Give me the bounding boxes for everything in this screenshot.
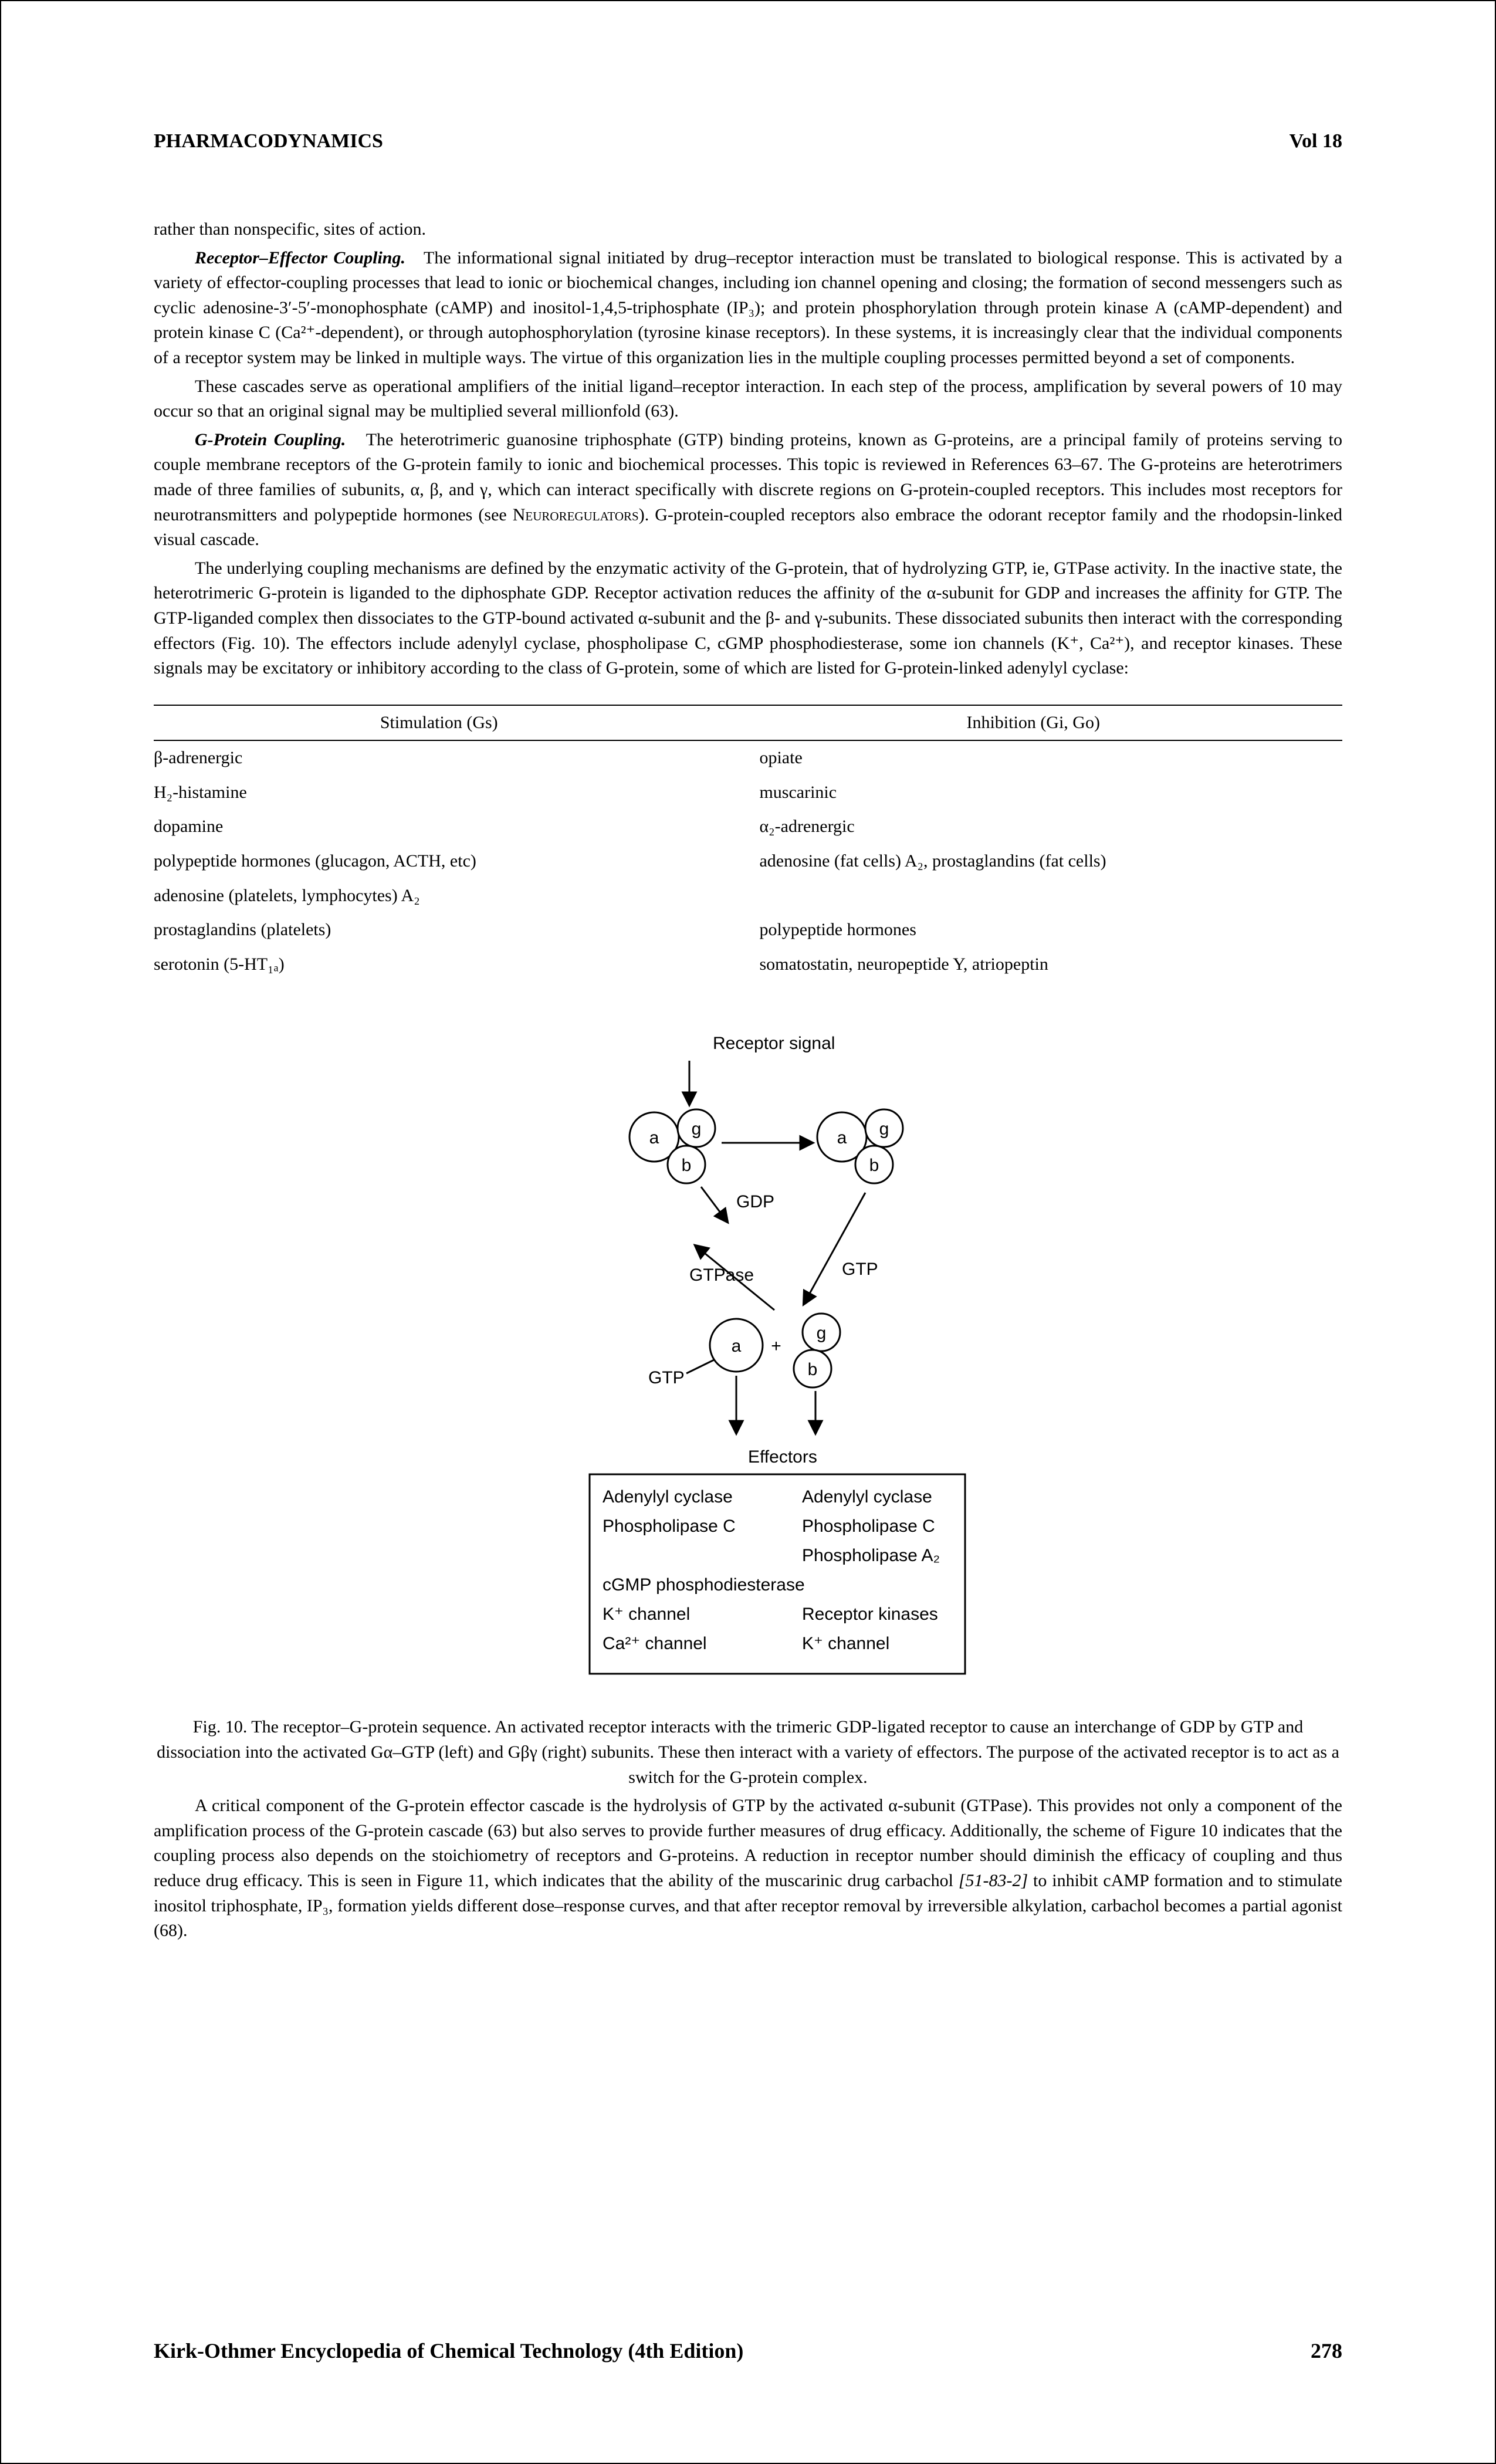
svg-text:Adenylyl cyclase: Adenylyl cyclase — [802, 1487, 932, 1507]
running-head: PHARMACODYNAMICS Vol 18 — [154, 130, 1342, 153]
beta-gamma: g b — [794, 1314, 840, 1387]
figure-caption: Fig. 10. The receptor–G-protein sequence… — [154, 1715, 1342, 1790]
svg-text:b: b — [869, 1156, 879, 1175]
fig-plus: + — [771, 1336, 781, 1356]
sec1-title: Receptor–Effector Coupling. — [195, 248, 405, 268]
sec2-title: G-Protein Coupling. — [195, 430, 346, 449]
table-row: polypeptide hormones (glucagon, ACTH, et… — [154, 844, 1342, 879]
fig-gtp-right: GTP — [842, 1260, 878, 1279]
footer: Kirk-Othmer Encyclopedia of Chemical Tec… — [154, 2338, 1342, 2363]
figure-10: Receptor signal a g b a g — [425, 1028, 1071, 1697]
footer-page: 278 — [1311, 2338, 1342, 2363]
sec1-p2: These cascades serve as operational ampl… — [154, 374, 1342, 424]
svg-text:Receptor kinases: Receptor kinases — [802, 1605, 938, 1624]
svg-text:Phospholipase C: Phospholipase C — [802, 1517, 935, 1536]
svg-text:g: g — [879, 1119, 889, 1139]
svg-text:g: g — [817, 1324, 827, 1343]
fig-receptor-signal: Receptor signal — [713, 1034, 835, 1053]
g-protein-table: Stimulation (Gs) Inhibition (Gi, Go) β-a… — [154, 705, 1342, 982]
table-row: adenosine (platelets, lymphocytes) A₂ — [154, 879, 1342, 913]
alpha-gtp: a — [710, 1319, 763, 1372]
fig-effectors: Effectors — [748, 1447, 817, 1467]
header-left: PHARMACODYNAMICS — [154, 130, 383, 153]
sec2: G-Protein Coupling. The heterotrimeric g… — [154, 428, 1342, 553]
table-row: prostaglandins (platelets)polypeptide ho… — [154, 913, 1342, 947]
header-right: Vol 18 — [1289, 130, 1342, 153]
fig-gtp-left: GTP — [648, 1368, 685, 1387]
trimer-right: a g b — [817, 1109, 903, 1183]
svg-text:Phospholipase A₂: Phospholipase A₂ — [802, 1546, 940, 1565]
body-text: rather than nonspecific, sites of action… — [154, 217, 1342, 1944]
lead-fragment: rather than nonspecific, sites of action… — [154, 217, 1342, 242]
table-row: β-adrenergicopiate — [154, 740, 1342, 776]
cas-number: [51-83-2] — [959, 1871, 1028, 1890]
svg-text:b: b — [682, 1156, 692, 1175]
svg-text:K⁺ channel: K⁺ channel — [802, 1634, 889, 1653]
svg-text:a: a — [649, 1128, 659, 1148]
fig-gdp: GDP — [736, 1192, 774, 1211]
after-figure-para: A critical component of the G-protein ef… — [154, 1793, 1342, 1944]
table-row: serotonin (5-HT₁ₐ)somatostatin, neuropep… — [154, 947, 1342, 982]
sec1: Receptor–Effector Coupling. The informat… — [154, 246, 1342, 371]
svg-text:a: a — [732, 1336, 742, 1356]
table-row: H₂-histaminemuscarinic — [154, 776, 1342, 810]
svg-text:Phospholipase C: Phospholipase C — [603, 1517, 736, 1536]
footer-title: Kirk-Othmer Encyclopedia of Chemical Tec… — [154, 2338, 743, 2363]
svg-text:b: b — [808, 1360, 818, 1379]
svg-text:Adenylyl cyclase: Adenylyl cyclase — [603, 1487, 733, 1507]
svg-text:a: a — [837, 1128, 847, 1148]
svg-text:cGMP phosphodiesterase: cGMP phosphodiesterase — [603, 1575, 805, 1595]
sec2-p2: The underlying coupling mechanisms are d… — [154, 556, 1342, 681]
g-protein-diagram: Receptor signal a g b a g — [455, 1028, 1041, 1697]
table-row: dopamineα₂-adrenergic — [154, 810, 1342, 844]
trimer-left: a g b — [629, 1109, 715, 1183]
svg-text:Ca²⁺ channel: Ca²⁺ channel — [603, 1634, 707, 1653]
th-inhibition: Inhibition (Gi, Go) — [724, 705, 1342, 741]
svg-text:g: g — [692, 1119, 702, 1139]
sec2-smallcaps: Neuroregulators — [513, 505, 639, 524]
page: PHARMACODYNAMICS Vol 18 rather than nons… — [0, 0, 1496, 2464]
svg-text:K⁺ channel: K⁺ channel — [603, 1605, 690, 1624]
fig-gtpase: GTPase — [689, 1265, 754, 1285]
th-stimulation: Stimulation (Gs) — [154, 705, 724, 741]
